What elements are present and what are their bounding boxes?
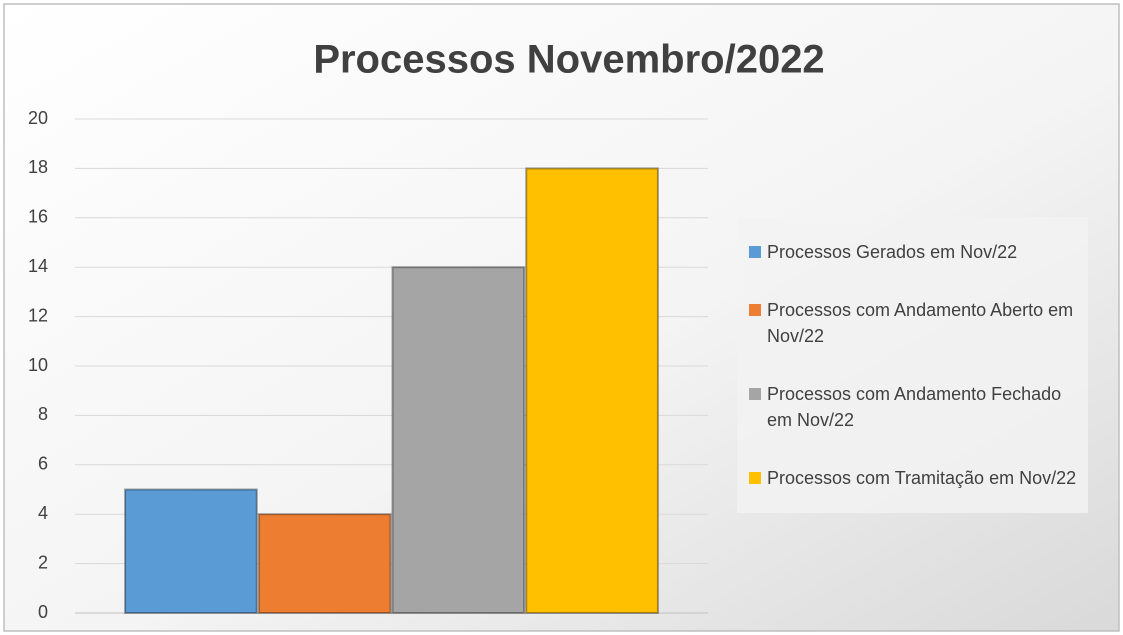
y-tick-label: 20 [28, 108, 48, 128]
legend-swatch [749, 246, 761, 258]
y-tick-label: 18 [28, 157, 48, 177]
legend-label: Processos com Tramitação em Nov/22 [767, 468, 1077, 488]
y-tick-label: 0 [38, 602, 48, 622]
chart-title: Processos Novembro/2022 [313, 38, 824, 82]
bar [257, 513, 392, 615]
legend-entry: Processos com Tramitação em Nov/22 [737, 465, 1088, 491]
y-tick-label: 8 [38, 404, 48, 424]
legend: Processos Gerados em Nov/22 Processos com… [737, 217, 1088, 513]
legend-entry: Processos Gerados em Nov/22 [737, 239, 1088, 265]
bar [525, 167, 659, 614]
y-tick-label: 14 [28, 256, 48, 276]
bar [391, 266, 526, 614]
y-tick-label: 2 [38, 552, 48, 572]
bar [124, 488, 258, 614]
y-tick-label: 12 [28, 305, 48, 325]
legend-label: Processos com Andamento Aberto em Nov/22 [767, 300, 1074, 346]
y-tick-label: 4 [38, 503, 48, 523]
legend-entry: Processos com Andamento Fechado em Nov/2… [737, 381, 1088, 433]
legend-label: Processos Gerados em Nov/22 [767, 242, 1018, 262]
legend-swatch [749, 388, 761, 400]
legend-swatch [749, 472, 761, 484]
legend-entry: Processos com Andamento Aberto em Nov/22 [737, 297, 1088, 349]
y-tick-label: 16 [28, 207, 48, 227]
y-tick-label: 6 [38, 454, 48, 474]
y-tick-label: 10 [28, 355, 48, 375]
legend-swatch [749, 304, 761, 316]
legend-label: Processos com Andamento Fechado em Nov/2… [767, 384, 1062, 430]
